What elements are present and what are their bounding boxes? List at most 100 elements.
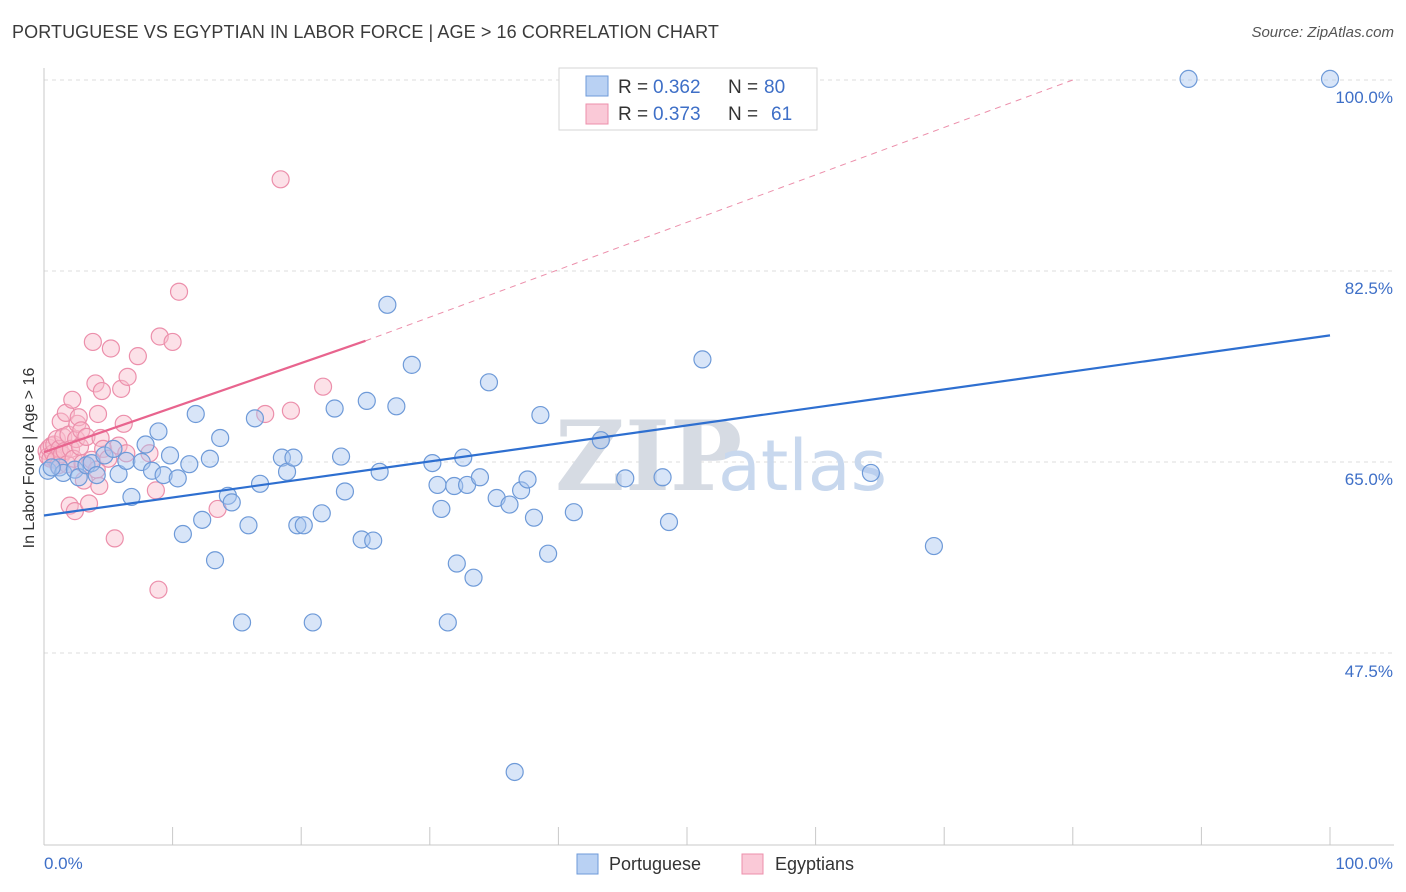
portuguese-point-51 [428, 475, 447, 495]
x-tick-label-0: 0.0% [44, 854, 83, 873]
watermark-zip: ZIP [555, 400, 742, 513]
portuguese-point-9 [104, 439, 123, 459]
portuguese-point-42 [335, 482, 355, 501]
egyptians-point-39 [92, 381, 111, 401]
portuguese-point-66 [524, 508, 544, 527]
portuguese-point-49 [402, 355, 421, 374]
portuguese-point-12 [122, 487, 141, 507]
egyptians-point-40 [94, 439, 113, 459]
portuguese-point-72 [653, 468, 672, 487]
portuguese-point-52 [432, 499, 451, 519]
portuguese-point-24 [200, 449, 219, 468]
portuguese-points [38, 69, 1340, 782]
portuguese-point-20 [173, 524, 192, 544]
portuguese-point-15 [142, 461, 162, 480]
portuguese-point-8 [95, 446, 114, 465]
series-legend: Portuguese Egyptians [576, 853, 854, 875]
bottom-legend-swatch-egyptians [741, 853, 764, 875]
portuguese-point-7 [87, 465, 106, 485]
legend-r-value-portuguese: 0.362 [653, 77, 701, 98]
trend-lines [43, 79, 1331, 517]
watermark-atlas: atlas [718, 425, 887, 507]
portuguese-point-25 [205, 551, 225, 570]
portuguese-point-45 [364, 531, 383, 550]
egyptians-point-52 [149, 580, 168, 599]
legend-swatch-egyptians [585, 103, 609, 125]
egyptians-point-55 [169, 282, 189, 301]
legend-n-label-egyptians: N = [728, 104, 758, 125]
portuguese-point-36 [288, 516, 307, 535]
egyptians-point-43 [105, 529, 124, 548]
x-tick-label-100: 100.0% [1335, 854, 1393, 873]
portuguese-point-31 [245, 409, 265, 428]
bottom-legend-label-portuguese: Portuguese [609, 854, 701, 874]
portuguese-point-74 [693, 350, 712, 369]
portuguese-point-60 [479, 373, 499, 392]
portuguese-point-62 [500, 495, 519, 514]
portuguese-point-40 [325, 399, 344, 418]
egyptians-point-18 [60, 496, 79, 515]
portuguese-point-28 [222, 493, 241, 512]
portuguese-point-18 [160, 446, 180, 465]
egyptians-point-57 [256, 404, 275, 424]
portuguese-point-64 [512, 481, 531, 500]
portuguese-point-38 [303, 613, 322, 632]
portuguese-point-70 [591, 431, 610, 450]
bottom-legend-swatch-portuguese [576, 853, 599, 875]
y-tick-label-100: 100.0% [1335, 88, 1393, 107]
portuguese-point-67 [531, 405, 550, 425]
portuguese-point-14 [136, 435, 155, 454]
portuguese-point-50 [423, 453, 442, 473]
correlation-legend: R = 0.362 N = 80 R = 0.373 N = 61 [558, 67, 818, 131]
portuguese-point-19 [168, 469, 187, 488]
portuguese-point-23 [193, 510, 212, 529]
egyptians-point-49 [128, 347, 147, 366]
portuguese-point-63 [505, 762, 524, 782]
legend-n-value-egyptians: 61 [771, 104, 792, 125]
portuguese-point-17 [154, 465, 173, 485]
portuguese-point-29 [232, 613, 252, 632]
portuguese-point-22 [186, 404, 205, 424]
egyptians-point-36 [88, 404, 108, 424]
egyptians-point-48 [118, 367, 137, 386]
egyptians-point-54 [163, 332, 182, 352]
legend-n-value-portuguese: 80 [764, 77, 785, 98]
portuguese-point-41 [331, 447, 351, 466]
legend-r-label-portuguese: R = [618, 77, 648, 98]
egyptians-point-59 [313, 377, 333, 396]
portuguese-point-54 [445, 476, 464, 496]
portuguese-point-68 [539, 544, 558, 563]
portuguese-point-48 [387, 397, 406, 416]
x-axis-ticks [43, 827, 1331, 845]
portuguese-trend-line [43, 334, 1331, 517]
portuguese-point-16 [149, 422, 168, 441]
portuguese-point-53 [438, 613, 457, 632]
legend-r-label-egyptians: R = [618, 104, 648, 125]
egyptians-point-60 [271, 170, 290, 189]
legend-n-label-portuguese: N = [728, 77, 758, 98]
portuguese-point-71 [616, 469, 635, 488]
y-tick-label-65: 65.0% [1345, 470, 1393, 489]
y-tick-label-82-5: 82.5% [1345, 279, 1393, 298]
portuguese-point-39 [312, 504, 331, 523]
portuguese-point-44 [357, 391, 376, 410]
bottom-legend-label-egyptians: Egyptians [775, 854, 854, 874]
legend-r-value-egyptians: 0.373 [653, 104, 701, 125]
portuguese-point-77 [1179, 69, 1198, 89]
egyptians-point-33 [83, 332, 102, 352]
chart-source: Source: ZipAtlas.com [1251, 24, 1394, 41]
y-axis-title: In Labor Force | Age > 16 [21, 368, 38, 549]
egyptians-trend-line [43, 339, 366, 454]
gridlines [44, 79, 1394, 654]
y-tick-label-47-5: 47.5% [1345, 662, 1393, 681]
portuguese-point-73 [659, 512, 679, 532]
egyptians-trend-extension [365, 79, 1073, 342]
portuguese-point-46 [370, 462, 389, 481]
portuguese-point-78 [1320, 69, 1340, 89]
egyptians-point-37 [90, 476, 109, 496]
portuguese-point-11 [117, 451, 136, 471]
egyptians-point-44 [109, 436, 128, 455]
chart-title: PORTUGUESE VS EGYPTIAN IN LABOR FORCE | … [12, 22, 719, 42]
egyptians-point-20 [63, 390, 82, 409]
